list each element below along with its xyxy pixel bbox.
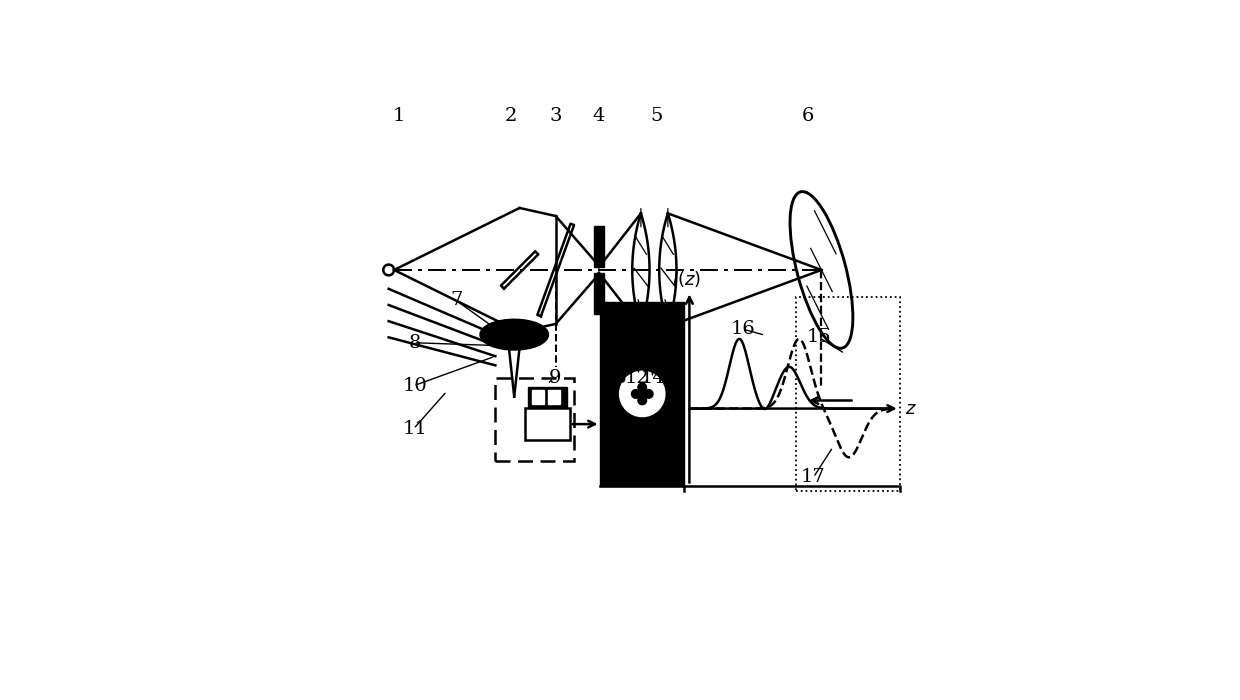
Bar xyxy=(796,297,899,491)
Text: 8: 8 xyxy=(408,334,420,351)
Circle shape xyxy=(637,396,646,405)
Text: $I(z)$: $I(z)$ xyxy=(672,269,702,289)
Text: 17: 17 xyxy=(801,468,826,486)
Text: 16: 16 xyxy=(730,320,755,338)
Circle shape xyxy=(637,383,646,392)
Text: 11: 11 xyxy=(402,420,427,438)
Text: 4: 4 xyxy=(593,107,605,125)
Text: 9: 9 xyxy=(548,369,560,387)
Circle shape xyxy=(620,371,665,416)
Text: 5: 5 xyxy=(651,107,663,125)
Text: 1: 1 xyxy=(392,107,404,125)
Bar xyxy=(528,387,567,407)
Text: $z$: $z$ xyxy=(905,400,916,418)
Text: 6: 6 xyxy=(802,107,815,125)
Bar xyxy=(600,302,684,486)
Text: 13: 13 xyxy=(603,369,627,387)
Bar xyxy=(495,378,574,461)
Text: 10: 10 xyxy=(402,377,427,395)
Text: 15: 15 xyxy=(806,328,831,346)
Bar xyxy=(594,226,604,267)
Circle shape xyxy=(631,390,640,398)
Text: 12: 12 xyxy=(624,369,649,387)
Bar xyxy=(594,273,604,314)
Circle shape xyxy=(645,390,653,398)
Bar xyxy=(525,409,569,440)
Bar xyxy=(548,390,559,404)
Text: 3: 3 xyxy=(549,107,562,125)
Text: 7: 7 xyxy=(450,290,463,309)
Bar xyxy=(532,390,544,404)
Circle shape xyxy=(640,392,645,396)
Ellipse shape xyxy=(481,320,548,349)
Text: 2: 2 xyxy=(505,107,517,125)
Text: 14: 14 xyxy=(640,369,665,387)
